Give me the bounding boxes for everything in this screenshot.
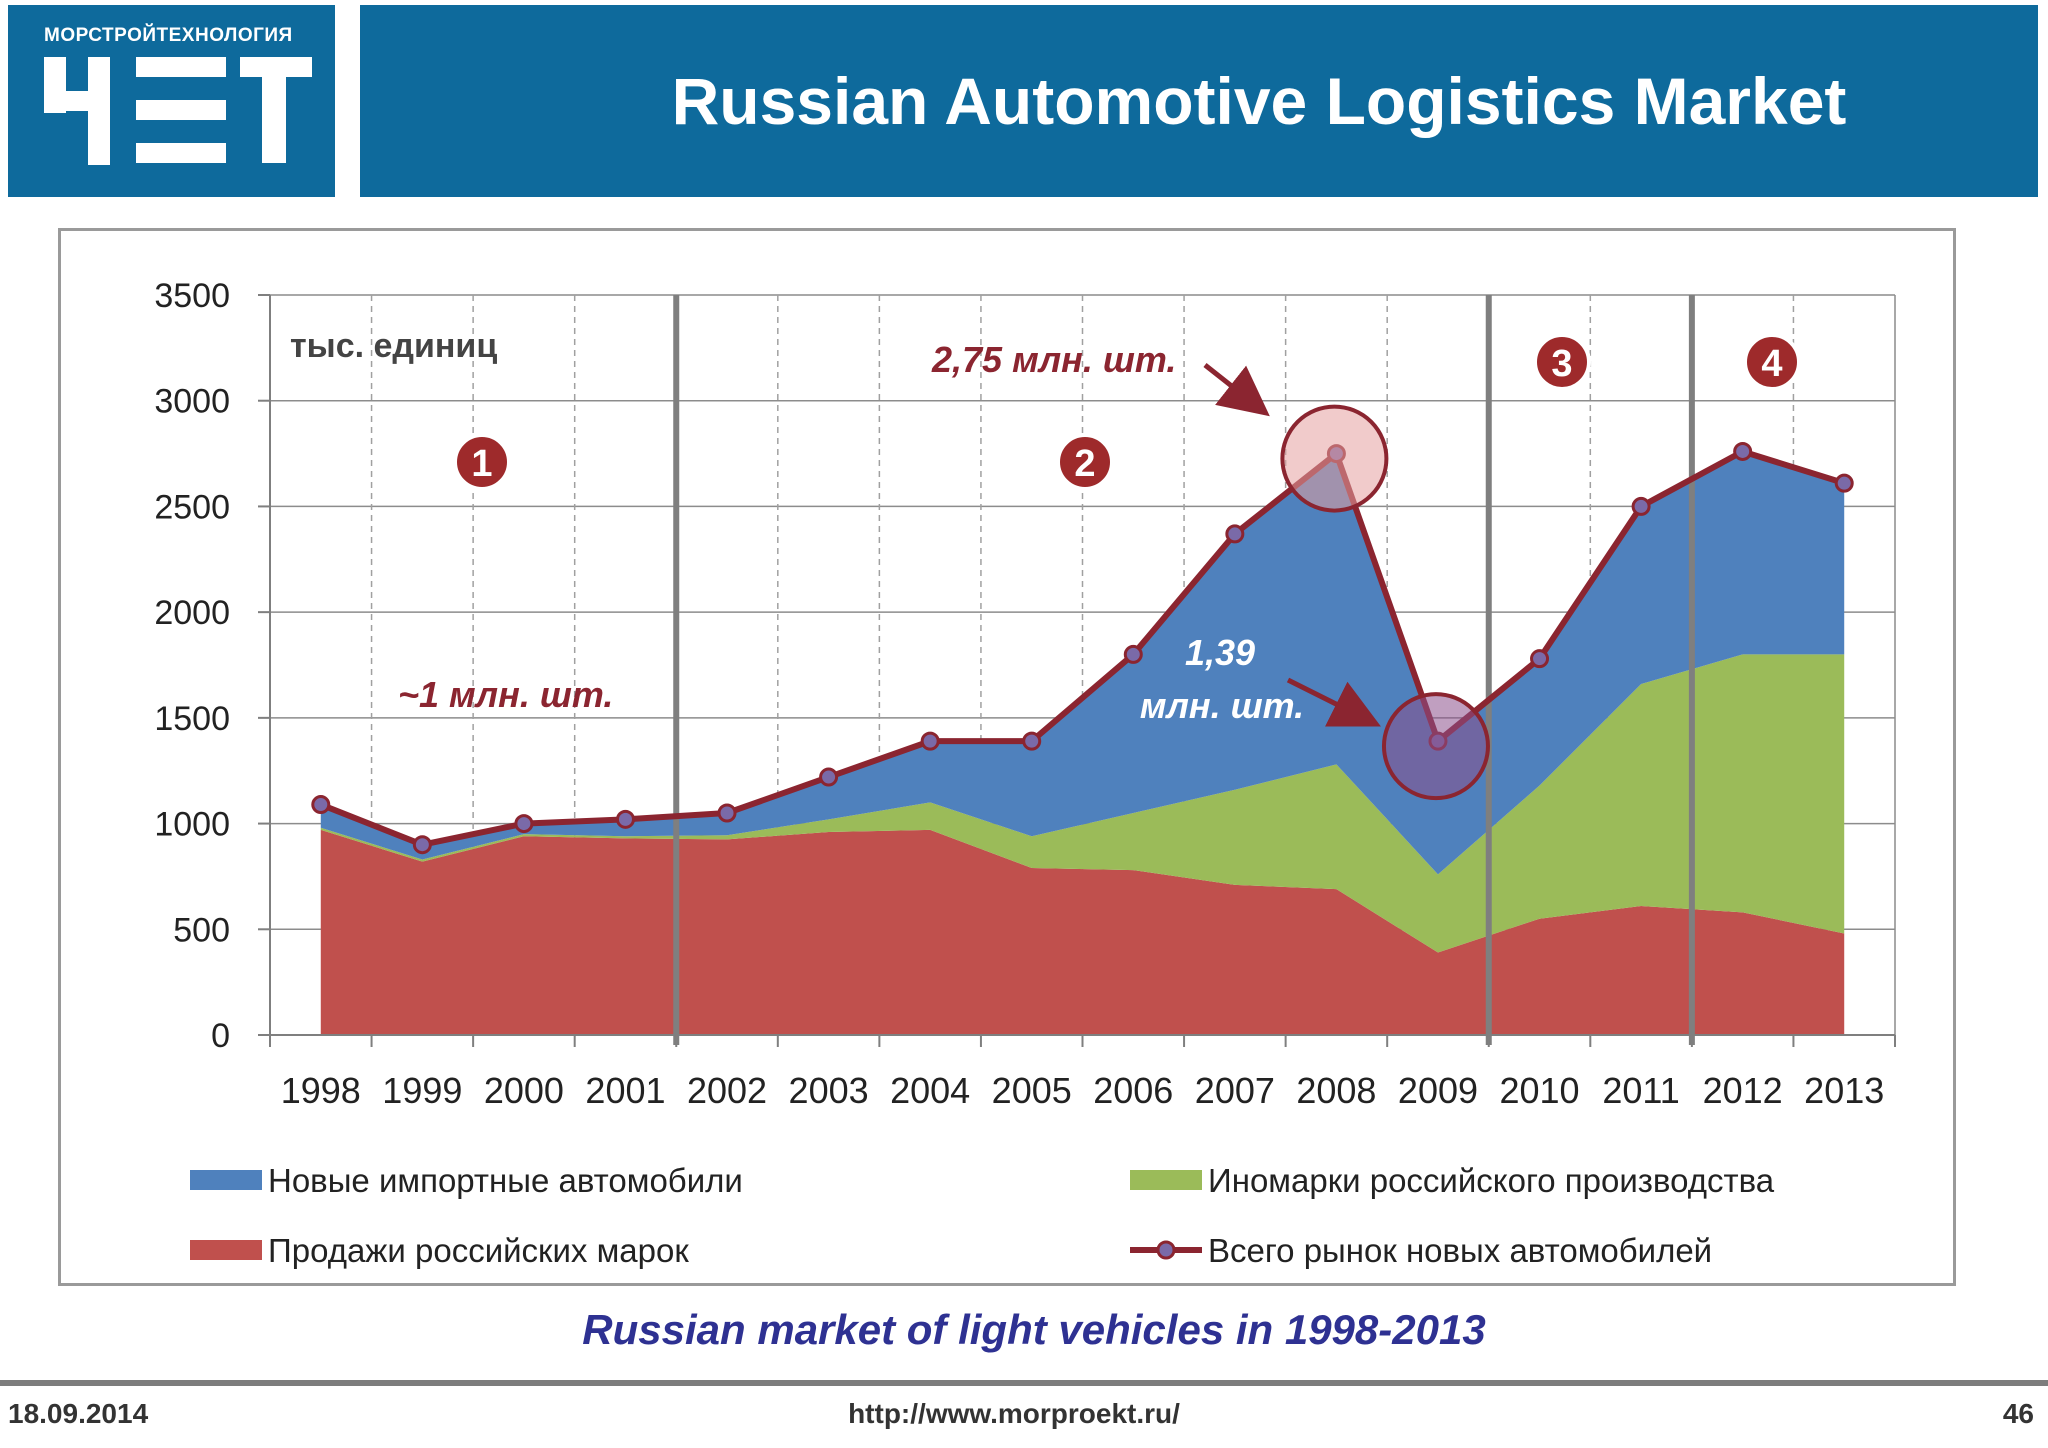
y-tick-label: 0 xyxy=(211,1017,230,1055)
chart-caption: Russian market of light vehicles in 1998… xyxy=(582,1306,1486,1353)
unit-label: тыс. единиц xyxy=(290,327,497,365)
period-marker-2 xyxy=(1056,433,1114,491)
annotation-trough-value: 1,39 xyxy=(1185,632,1255,673)
x-tick-label: 2005 xyxy=(992,1070,1072,1111)
period-marker-label: 1 xyxy=(471,443,492,485)
x-tick-label: 2012 xyxy=(1703,1070,1783,1111)
footer-url[interactable]: http://www.morproekt.ru/ xyxy=(848,1398,1180,1429)
legend-foreign-local-label: Иномарки российского производства xyxy=(1208,1162,1775,1199)
company-logo: МОРСТРОЙТЕХНОЛОГИЯ xyxy=(8,5,335,197)
logo-mark-icon xyxy=(44,57,312,165)
trough-arrow xyxy=(1286,677,1381,727)
x-tick-label: 2003 xyxy=(789,1070,869,1111)
peak-highlight-circle xyxy=(1280,404,1389,513)
x-tick-label: 2013 xyxy=(1804,1070,1884,1111)
legend-imports-label: Новые импортные автомобили xyxy=(268,1162,743,1199)
page-title: Russian Automotive Logistics Market xyxy=(671,64,1847,138)
total-market-point xyxy=(311,795,331,815)
period-marker-label: 2 xyxy=(1074,443,1095,485)
total-market-point xyxy=(615,809,635,829)
area-foreign-local xyxy=(320,654,1845,953)
total-market-point xyxy=(717,803,737,823)
x-tick-label: 1999 xyxy=(382,1070,462,1111)
y-tick-label: 2500 xyxy=(154,488,230,526)
annotation-peak: 2,75 млн. шт. xyxy=(931,339,1176,380)
legend-foreign-local-swatch xyxy=(1130,1170,1202,1190)
legend-imports-swatch xyxy=(190,1170,262,1190)
x-tick-label: 2006 xyxy=(1093,1070,1173,1111)
footer-divider xyxy=(0,1380,2048,1386)
total-market-point xyxy=(412,835,432,855)
y-tick-label: 3000 xyxy=(154,383,230,421)
x-tick-label: 2002 xyxy=(687,1070,767,1111)
annotation-period1: ~1 млн. шт. xyxy=(398,674,613,715)
total-market-point xyxy=(1022,731,1042,751)
annotation-trough-unit: млн. шт. xyxy=(1140,685,1304,726)
x-tick-label: 2001 xyxy=(585,1070,665,1111)
footer-date: 18.09.2014 xyxy=(8,1398,149,1429)
total-market-point xyxy=(1123,644,1143,664)
y-tick-label: 1000 xyxy=(154,806,230,844)
legend-total-marker xyxy=(1156,1240,1176,1260)
trough-highlight-circle xyxy=(1381,692,1490,801)
period-marker-3 xyxy=(1533,333,1591,391)
x-tick-label: 2008 xyxy=(1296,1070,1376,1111)
x-tick-label: 2010 xyxy=(1499,1070,1579,1111)
page-number: 46 xyxy=(2002,1398,2034,1429)
peak-arrow xyxy=(1203,363,1270,417)
total-market-point xyxy=(1631,496,1651,516)
total-market-point xyxy=(920,731,940,751)
y-tick-label: 2000 xyxy=(154,594,230,632)
x-tick-label: 2004 xyxy=(890,1070,970,1111)
y-tick-label: 500 xyxy=(173,911,230,949)
period-marker-label: 4 xyxy=(1761,343,1782,385)
y-tick-label: 3500 xyxy=(154,277,230,315)
period-marker-1 xyxy=(453,433,511,491)
legend-russian-brands-label: Продажи российских марок xyxy=(268,1232,689,1269)
x-tick-label: 2009 xyxy=(1398,1070,1478,1111)
period-marker-label: 3 xyxy=(1551,343,1572,385)
title-banner: Russian Automotive Logistics Market xyxy=(360,5,2038,197)
x-tick-label: 2007 xyxy=(1195,1070,1275,1111)
x-tick-label: 2000 xyxy=(484,1070,564,1111)
period-marker-4 xyxy=(1743,333,1801,391)
x-tick-label: 1998 xyxy=(281,1070,361,1111)
legend-russian-brands-swatch xyxy=(190,1240,262,1260)
total-market-point xyxy=(1530,649,1550,669)
total-market-point xyxy=(1834,473,1854,493)
total-market-point xyxy=(819,767,839,787)
legend-total-label: Всего рынок новых автомобилей xyxy=(1208,1232,1712,1269)
logo-company-name: МОРСТРОЙТЕХНОЛОГИЯ xyxy=(44,25,293,46)
x-tick-label: 2011 xyxy=(1602,1070,1679,1111)
area-chart: 0 500 1000 1500 2000 2500 3000 3500 1998 1999 2000… xyxy=(154,277,1896,1269)
y-tick-label: 1500 xyxy=(154,700,230,738)
area-russian-brands xyxy=(320,829,1845,1035)
total-market-point xyxy=(1225,524,1245,544)
total-market-point xyxy=(514,814,534,834)
total-market-point xyxy=(1733,441,1753,461)
total-market-line xyxy=(319,448,1846,848)
